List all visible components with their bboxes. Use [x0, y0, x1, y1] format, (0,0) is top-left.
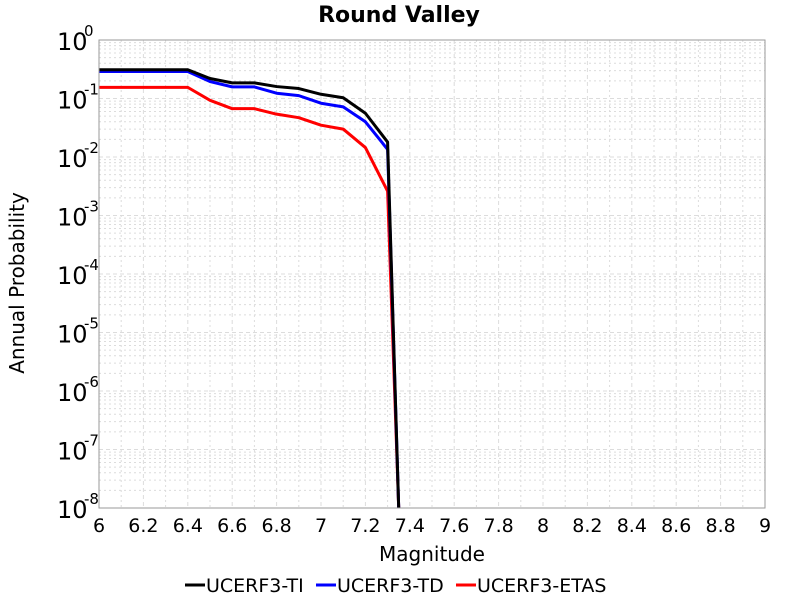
- y-tick-exponent: -8: [84, 490, 99, 508]
- y-tick-exponent: -3: [84, 198, 99, 216]
- x-tick-label: 6.6: [217, 515, 247, 537]
- legend-label: UCERF3-TI: [206, 575, 304, 597]
- x-tick-label: 6.4: [173, 515, 203, 537]
- x-tick-label: 7.4: [395, 515, 425, 537]
- y-tick-base: 10: [57, 145, 88, 173]
- y-tick-base: 10: [57, 496, 88, 524]
- y-tick-label: 10-8: [57, 490, 99, 524]
- x-tick-label: 6.8: [261, 515, 291, 537]
- x-tick-label: 8.2: [572, 515, 602, 537]
- x-tick-label: 7.2: [350, 515, 380, 537]
- y-axis-label: Annual Probability: [5, 192, 29, 374]
- x-tick-label: 7: [315, 515, 327, 537]
- y-tick-exponent: 0: [84, 22, 94, 40]
- y-tick-exponent: -2: [84, 139, 99, 157]
- y-tick-exponent: -1: [84, 81, 99, 99]
- y-tick-label: 10-3: [57, 198, 99, 232]
- x-axis-label: Magnitude: [379, 542, 485, 566]
- legend-item: UCERF3-ETAS: [456, 575, 606, 597]
- y-tick-base: 10: [57, 321, 88, 349]
- y-tick-label: 100: [57, 22, 94, 56]
- grid: [98, 40, 766, 509]
- x-tick-label: 8: [537, 515, 549, 537]
- y-tick-base: 10: [57, 262, 88, 290]
- y-tick-base: 10: [57, 438, 88, 466]
- x-tick-label: 6.2: [128, 515, 158, 537]
- y-tick-label: 10-5: [57, 315, 99, 349]
- legend: UCERF3-TI UCERF3-TD UCERF3-ETAS: [185, 575, 606, 597]
- legend-label: UCERF3-ETAS: [477, 575, 606, 597]
- x-tick-label: 7.6: [439, 515, 469, 537]
- x-tick-label: 8.4: [617, 515, 647, 537]
- y-tick-base: 10: [57, 204, 88, 232]
- x-tick-label: 8.6: [661, 515, 691, 537]
- x-tick-label: 9: [759, 515, 771, 537]
- legend-item: UCERF3-TI: [185, 575, 304, 597]
- series-lines: [99, 68, 401, 508]
- series-line: [99, 85, 401, 508]
- chart-title: Round Valley: [318, 3, 480, 28]
- series-line: [99, 69, 401, 508]
- y-tick-label: 10-6: [57, 373, 99, 407]
- x-tick-label: 6: [93, 515, 105, 537]
- y-tick-label: 10-1: [57, 81, 99, 115]
- y-tick-label: 10-4: [57, 256, 99, 290]
- x-tick-label: 7.8: [483, 515, 513, 537]
- y-tick-exponent: -5: [84, 315, 99, 333]
- y-tick-base: 10: [57, 87, 88, 115]
- y-tick-exponent: -4: [84, 256, 99, 274]
- y-tick-exponent: -7: [84, 432, 99, 450]
- plot-frame: [98, 39, 766, 509]
- x-tick-labels: 6 6.2 6.4 6.6 6.8 7 7.2 7.4 7.6 7.8 8 8.2 8.4 8.6 8.8 9: [93, 515, 771, 537]
- y-tick-label: 10-7: [57, 432, 99, 466]
- x-tick-label: 8.8: [705, 515, 735, 537]
- y-tick-base: 10: [57, 379, 88, 407]
- y-tick-exponent: -6: [84, 373, 99, 391]
- series-line: [99, 68, 401, 508]
- y-tick-label: 10-2: [57, 139, 99, 173]
- legend-item: UCERF3-TD: [316, 575, 444, 597]
- legend-label: UCERF3-TD: [337, 575, 444, 597]
- y-tick-base: 10: [57, 28, 88, 56]
